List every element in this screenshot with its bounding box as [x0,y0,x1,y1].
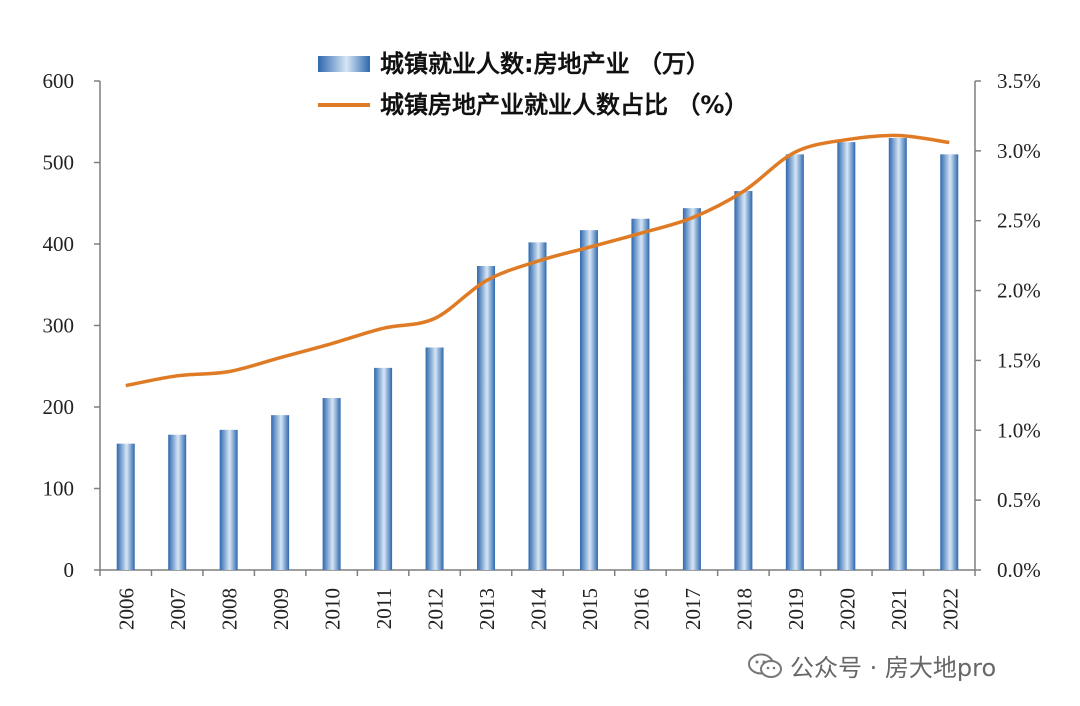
x-tick-label: 2010 [321,588,345,630]
y-left-tick-label: 200 [43,395,75,419]
line-series [125,133,950,388]
watermark: 公众号 · 房大地pro [748,648,996,683]
x-tick-label: 2021 [887,588,911,630]
x-tick-label: 2017 [681,588,705,630]
legend: 城镇就业人数:房地产业 （万） 城镇房地产业就业人数占比 （%） [318,50,748,119]
watermark-text: 公众号 · 房大地pro [790,654,997,682]
x-tick-label: 2013 [475,588,499,630]
y-right-tick-label: 1.0% [997,418,1041,442]
legend-line-label: 城镇房地产业就业人数占比 （%） [380,91,748,119]
x-tick-label: 2008 [218,588,242,630]
legend-bar-label: 城镇就业人数:房地产业 （万） [380,50,710,78]
x-tick-label: 2007 [166,588,190,630]
y-left-tick-label: 600 [43,69,75,93]
bar [116,443,135,570]
x-tick-label: 2014 [527,588,551,631]
y-right-tick-label: 3.0% [997,139,1041,163]
bar [322,398,341,570]
y-left-tick-label: 400 [43,232,75,256]
y-left-tick-label: 0 [64,558,75,582]
y-left-tick-label: 100 [43,477,75,501]
x-tick-label: 2009 [269,588,293,630]
bar [734,191,753,570]
bar [425,347,444,570]
x-tick-label: 2016 [629,588,653,630]
tick-labels: 0 100 200 300 400 500 600 0.0% 0.5% 1.0% 1.5% 2.0% 2… [43,69,1041,630]
x-tick-label: 2018 [732,588,756,630]
x-tick-label: 2012 [424,588,448,630]
bar [477,266,496,570]
y-right-tick-label: 2.0% [997,279,1041,303]
bar [219,429,238,570]
bar [785,154,804,570]
bar [168,434,187,570]
x-tick-label: 2020 [835,588,859,630]
bar [940,154,959,570]
legend-bar-swatch [318,56,370,72]
x-tick-label: 2015 [578,588,602,630]
y-right-tick-label: 3.5% [997,69,1041,93]
x-tick-label: 2011 [372,588,396,629]
bar [528,242,547,570]
y-left-tick-label: 500 [43,151,75,175]
bar [888,138,907,571]
bar [271,415,290,570]
x-tick-label: 2019 [784,588,808,630]
x-tick-label: 2006 [115,588,139,630]
y-right-tick-label: 1.5% [997,348,1041,372]
y-right-tick-label: 0.0% [997,558,1041,582]
x-tick-label: 2022 [938,588,962,630]
bar [631,218,650,571]
bar [374,367,393,570]
y-right-tick-label: 0.5% [997,488,1041,512]
bars [116,138,959,571]
bar [579,230,598,570]
wechat-icon [748,653,782,678]
bar [837,142,856,570]
bar [682,208,701,570]
y-left-tick-label: 300 [43,314,75,338]
y-right-tick-label: 2.5% [997,209,1041,233]
